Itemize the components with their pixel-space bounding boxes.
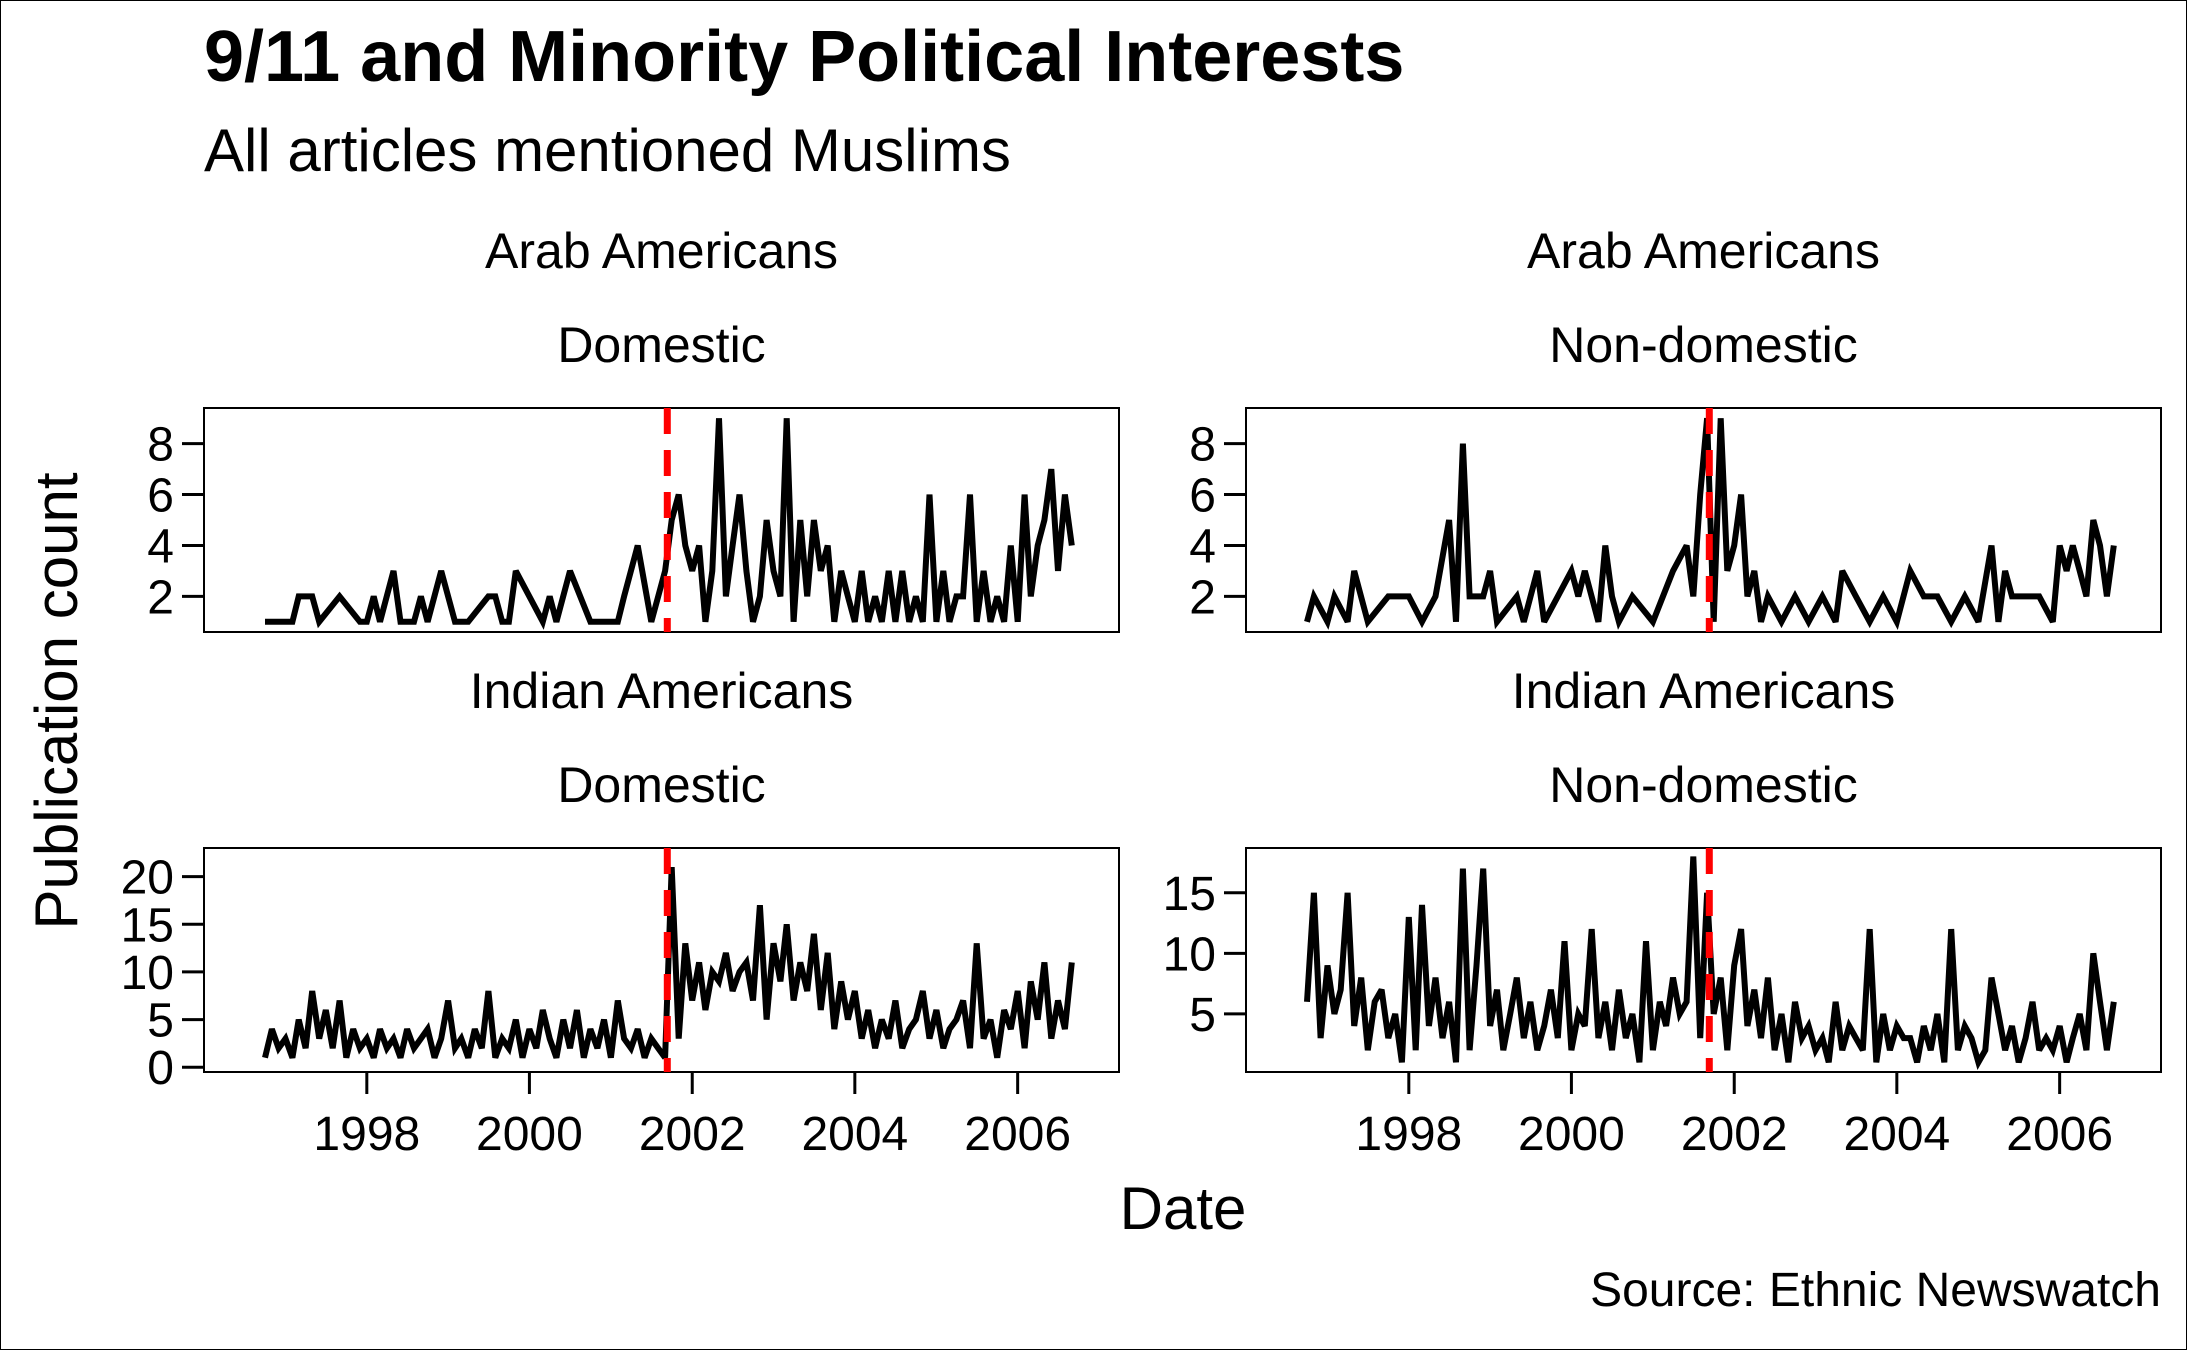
y-tick-label: 6 <box>1189 470 1216 523</box>
x-tick-label: 2002 <box>639 1108 746 1161</box>
y-tick-label: 8 <box>1189 419 1216 472</box>
x-tick-label: 2000 <box>476 1108 583 1161</box>
facet-group-label: Arab Americans <box>485 223 838 279</box>
series-line <box>1304 417 2117 630</box>
y-tick-label: 2 <box>147 571 174 624</box>
x-tick-label: 2004 <box>801 1108 908 1161</box>
facet-scope-label: Domestic <box>557 757 765 813</box>
y-tick-label: 5 <box>147 995 174 1048</box>
series-line <box>265 418 1075 630</box>
y-tick-label: 15 <box>121 899 174 952</box>
y-tick-label: 2 <box>1189 571 1216 624</box>
y-tick-label: 20 <box>121 852 174 905</box>
y-tick-label: 0 <box>147 1042 174 1095</box>
y-axis-label: Publication count <box>23 472 90 929</box>
x-tick-label: 1998 <box>313 1108 420 1161</box>
facet-panel: Indian Americans Non-domestic 5 10 15 1998 200… <box>1163 663 2162 1161</box>
y-tick-label: 6 <box>147 470 174 523</box>
y-tick-label: 15 <box>1163 868 1216 921</box>
facet-scope-label: Non-domestic <box>1549 317 1857 373</box>
source-caption: Source: Ethnic Newswatch <box>1590 1264 2161 1317</box>
panel-frame <box>203 407 1120 633</box>
y-tick-label: 10 <box>121 947 174 1000</box>
facet-group-label: Indian Americans <box>1512 663 1896 719</box>
chart-subtitle: All articles mentioned Muslims <box>204 117 1011 184</box>
x-tick-label: 2006 <box>964 1108 1071 1161</box>
chart-title: 9/11 and Minority Political Interests <box>204 17 1404 97</box>
x-tick-label: 2004 <box>1843 1108 1950 1161</box>
x-axis-label: Date <box>1120 1175 1247 1242</box>
facet-scope-label: Non-domestic <box>1549 757 1857 813</box>
series-line <box>262 866 1075 1060</box>
y-tick-label: 4 <box>1189 520 1216 573</box>
y-tick-label: 10 <box>1163 928 1216 981</box>
panel-frame <box>1245 407 2162 633</box>
y-tick-label: 4 <box>147 520 174 573</box>
x-tick-label: 2000 <box>1518 1108 1625 1161</box>
x-tick-label: 1998 <box>1355 1108 1462 1161</box>
facet-group-label: Arab Americans <box>1527 223 1880 279</box>
facet-scope-label: Domestic <box>557 317 765 373</box>
x-tick-label: 2006 <box>2006 1108 2113 1161</box>
y-tick-label: 8 <box>147 419 174 472</box>
y-tick-label: 5 <box>1189 989 1216 1042</box>
x-tick-label: 2002 <box>1681 1108 1788 1161</box>
facet-group-label: Indian Americans <box>470 663 854 719</box>
